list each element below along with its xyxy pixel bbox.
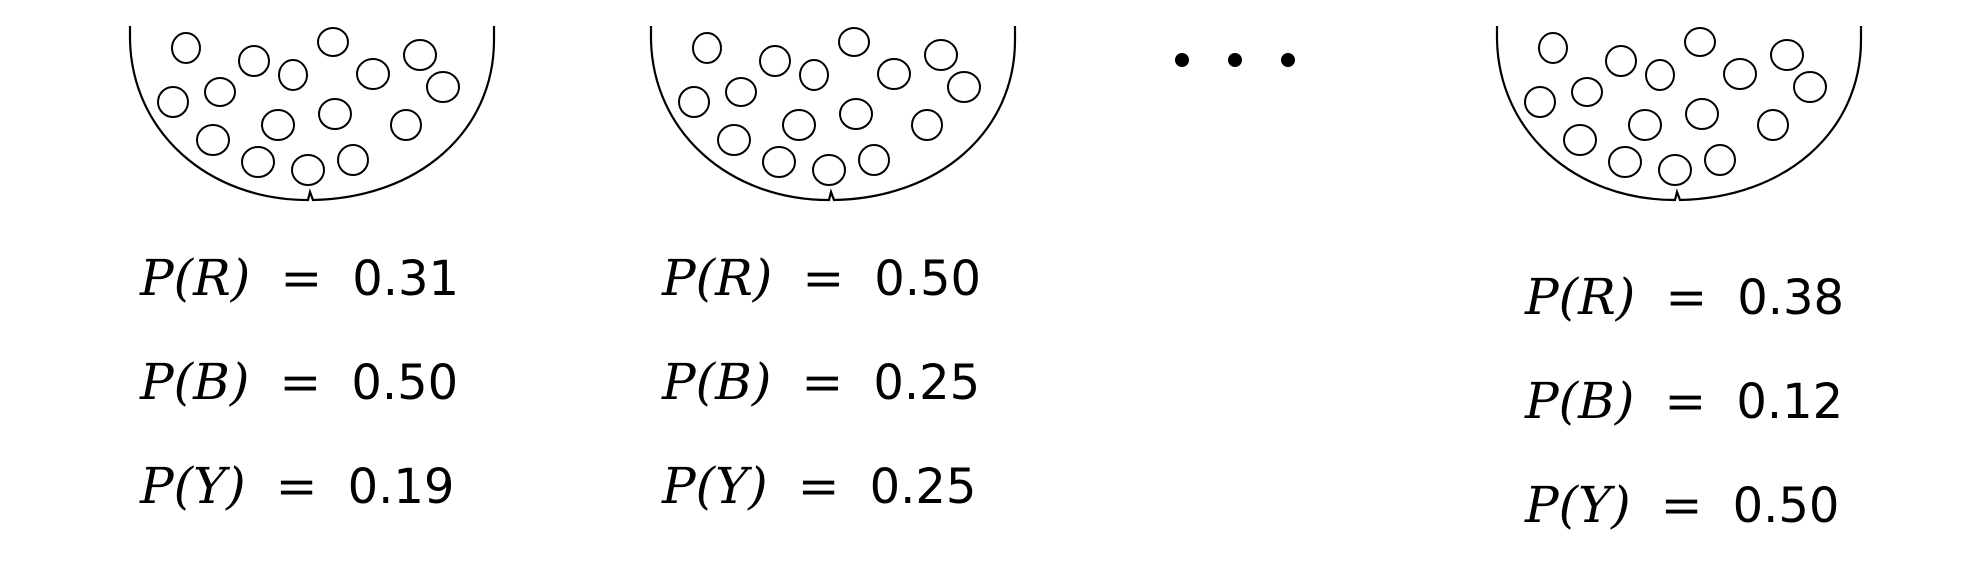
equals-sign: = [1660,476,1703,534]
probability-row: P(Y) = 0.50 [1525,464,1844,568]
equals-sign: = [801,353,844,411]
probability-row: P(R) = 0.50 [662,237,981,341]
equals-sign: = [279,353,322,411]
probability-row: P(Y) = 0.19 [140,445,459,549]
equals-sign: = [1664,372,1707,430]
bowl-outline [649,26,1017,202]
balls [1524,27,1827,186]
probability-label: P(Y) [140,457,246,515]
probability-label: P(B) [1525,372,1635,430]
urn-bowl [1495,26,1863,202]
probability-value: 0.19 [347,459,455,515]
balls [157,27,460,186]
equals-sign: = [275,457,318,515]
probability-value: 0.25 [869,459,977,515]
probability-value: 0.50 [351,355,459,411]
probability-list: P(R) = 0.50 P(B) = 0.25 P(Y) = 0.25 [662,237,981,549]
probability-label: P(R) [1525,268,1636,326]
probability-label: P(B) [662,353,772,411]
equals-sign: = [1665,268,1708,326]
probability-row: P(Y) = 0.25 [662,445,981,549]
probability-row: P(R) = 0.38 [1525,256,1844,360]
ellipsis-dots [1175,53,1295,67]
dot [1228,53,1242,67]
equals-sign: = [280,249,323,307]
urn-bowl [649,26,1017,202]
probability-value: 0.31 [352,251,460,307]
probability-label: P(R) [662,249,773,307]
equals-sign: = [802,249,845,307]
probability-value: 0.50 [1732,478,1840,534]
probability-value: 0.12 [1736,374,1844,430]
balls [678,27,981,186]
urn-bowl [128,26,496,202]
bowl-outline [1495,26,1863,202]
probability-list: P(R) = 0.38 P(B) = 0.12 P(Y) = 0.50 [1525,256,1844,568]
probability-label: P(Y) [1525,476,1631,534]
equals-sign: = [797,457,840,515]
probability-row: P(R) = 0.31 [140,237,459,341]
probability-row: P(B) = 0.50 [140,341,459,445]
probability-row: P(B) = 0.12 [1525,360,1844,464]
probability-value: 0.38 [1737,270,1845,326]
probability-value: 0.25 [873,355,981,411]
probability-label: P(R) [140,249,251,307]
probability-list: P(R) = 0.31 P(B) = 0.50 P(Y) = 0.19 [140,237,459,549]
probability-label: P(B) [140,353,250,411]
probability-label: P(Y) [662,457,768,515]
dot [1175,53,1189,67]
probability-row: P(B) = 0.25 [662,341,981,445]
dot [1281,53,1295,67]
bowl-outline [128,26,496,202]
probability-value: 0.50 [874,251,982,307]
